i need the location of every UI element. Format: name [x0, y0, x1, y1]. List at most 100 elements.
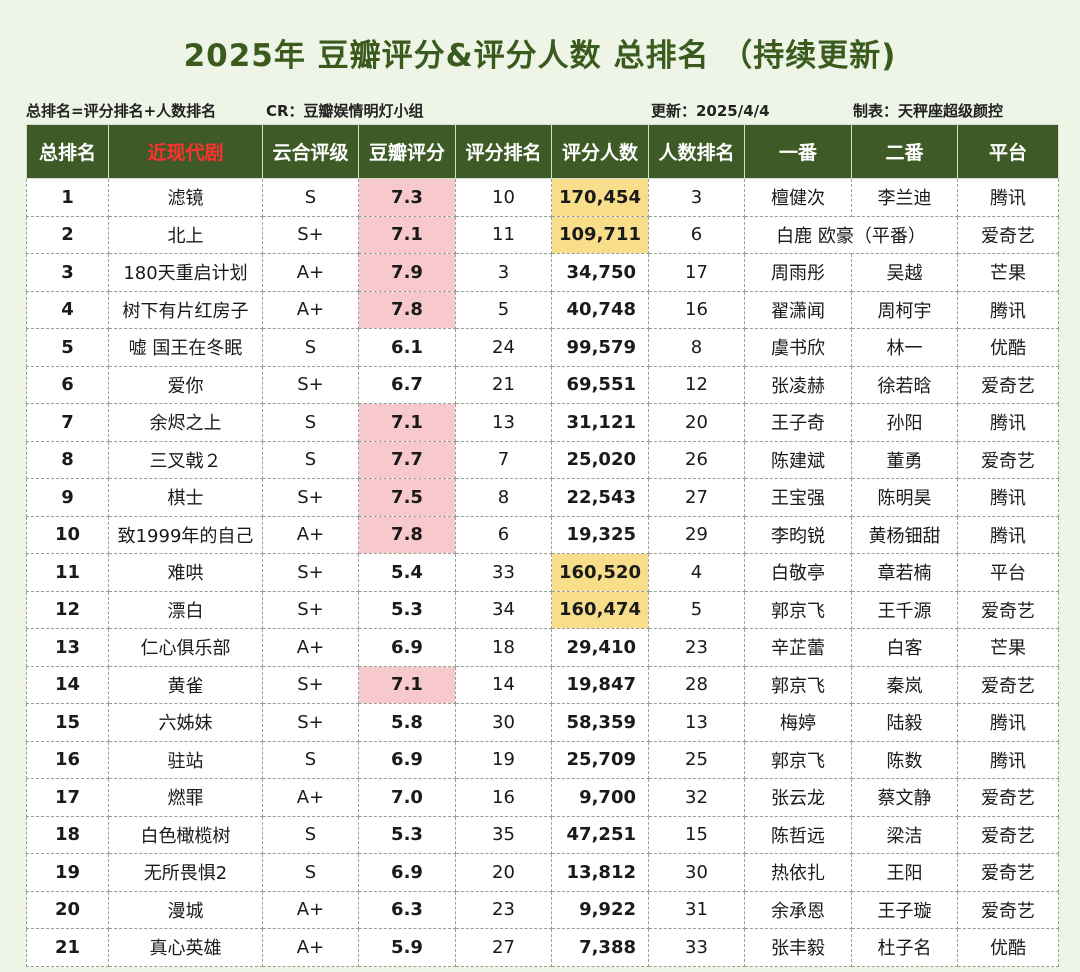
votes-cell: 99,579 [551, 328, 649, 367]
votes-rank-cell: 26 [648, 440, 745, 479]
header-row: 总排名 近现代剧 云合评级 豆瓣评分 评分排名 评分人数 人数排名 一番 二番 … [26, 124, 1059, 179]
votes-rank-cell: 15 [648, 815, 745, 854]
votes-rank-cell: 23 [648, 628, 745, 667]
score-cell: 5.9 [358, 928, 456, 967]
platform-cell: 腾讯 [957, 178, 1059, 217]
ranking-table: 总排名 近现代剧 云合评级 豆瓣评分 评分排名 评分人数 人数排名 一番 二番 … [26, 124, 1059, 967]
votes-cell: 19,325 [551, 515, 649, 554]
title-cell: 六姊妹 [108, 703, 263, 742]
platform-cell: 爱奇艺 [957, 365, 1059, 404]
grade-cell: A+ [262, 890, 359, 929]
grade-cell: S+ [262, 703, 359, 742]
grade-cell: A+ [262, 253, 359, 292]
header-drama-title: 近现代剧 [108, 124, 263, 179]
votes-cell: 25,709 [551, 740, 649, 779]
score-cell: 6.9 [358, 628, 456, 667]
platform-cell: 腾讯 [957, 478, 1059, 517]
votes-cell: 22,543 [551, 478, 649, 517]
score-cell: 5.4 [358, 553, 456, 592]
score-rank-cell: 19 [455, 740, 552, 779]
score-rank-cell: 16 [455, 778, 552, 817]
rank-cell: 19 [26, 853, 109, 892]
table-row: 19 无所畏惧2 S 6.9 20 13,812 30 热依扎 王阳 爱奇艺 [26, 853, 1059, 892]
grade-cell: S+ [262, 590, 359, 629]
score-rank-cell: 27 [455, 928, 552, 967]
header-platform: 平台 [957, 124, 1059, 179]
score-rank-cell: 20 [455, 853, 552, 892]
rank-cell: 17 [26, 778, 109, 817]
grade-cell: A+ [262, 290, 359, 329]
title-cell: 漂白 [108, 590, 263, 629]
rank-cell: 13 [26, 628, 109, 667]
score-cell: 5.8 [358, 703, 456, 742]
platform-cell: 爱奇艺 [957, 590, 1059, 629]
rank-cell: 12 [26, 590, 109, 629]
grade-cell: S+ [262, 553, 359, 592]
title-cell: 余烬之上 [108, 403, 263, 442]
header-douban-score: 豆瓣评分 [358, 124, 456, 179]
grade-cell: S+ [262, 215, 359, 254]
votes-rank-cell: 4 [648, 553, 745, 592]
grade-cell: S [262, 178, 359, 217]
table-row: 16 驻站 S 6.9 19 25,709 25 郭京飞 陈数 腾讯 [26, 740, 1059, 779]
lead-1-cell: 张丰毅 [744, 928, 852, 967]
lead-2-cell: 徐若晗 [851, 365, 958, 404]
grade-cell: A+ [262, 778, 359, 817]
table-row: 2 北上 S+ 7.1 11 109,711 6 白鹿 欧豪（平番） 爱奇艺 [26, 215, 1059, 254]
title-cell: 黄雀 [108, 665, 263, 704]
score-rank-cell: 21 [455, 365, 552, 404]
title-cell: 180天重启计划 [108, 253, 263, 292]
header-total-rank: 总排名 [26, 124, 109, 179]
rank-cell: 9 [26, 478, 109, 517]
rank-cell: 14 [26, 665, 109, 704]
score-cell: 7.7 [358, 440, 456, 479]
lead-1-cell: 余承恩 [744, 890, 852, 929]
lead-1-cell: 檀健次 [744, 178, 852, 217]
rank-cell: 5 [26, 328, 109, 367]
score-cell: 7.1 [358, 215, 456, 254]
rank-cell: 4 [26, 290, 109, 329]
table-row: 6 爱你 S+ 6.7 21 69,551 12 张凌赫 徐若晗 爱奇艺 [26, 365, 1059, 404]
title-cell: 树下有片红房子 [108, 290, 263, 329]
grade-cell: S+ [262, 478, 359, 517]
platform-cell: 腾讯 [957, 290, 1059, 329]
grade-cell: A+ [262, 628, 359, 667]
title-cell: 燃罪 [108, 778, 263, 817]
header-vote-count: 评分人数 [551, 124, 649, 179]
votes-cell: 170,454 [551, 178, 649, 217]
lead-1-cell: 郭京飞 [744, 740, 852, 779]
votes-cell: 7,388 [551, 928, 649, 967]
title-cell: 滤镜 [108, 178, 263, 217]
lead-1-cell: 热依扎 [744, 853, 852, 892]
votes-cell: 31,121 [551, 403, 649, 442]
platform-cell: 腾讯 [957, 515, 1059, 554]
votes-cell: 9,700 [551, 778, 649, 817]
score-rank-cell: 7 [455, 440, 552, 479]
platform-cell: 爱奇艺 [957, 440, 1059, 479]
rank-cell: 7 [26, 403, 109, 442]
page-title: 2025年 豆瓣评分&评分人数 总排名 （持续更新) [183, 38, 897, 74]
title-cell: 三叉戟２ [108, 440, 263, 479]
title-cell: 仁心俱乐部 [108, 628, 263, 667]
rank-cell: 11 [26, 553, 109, 592]
lead-2-cell: 陈明昊 [851, 478, 958, 517]
votes-rank-cell: 17 [648, 253, 745, 292]
votes-cell: 9,922 [551, 890, 649, 929]
rank-cell: 16 [26, 740, 109, 779]
score-rank-cell: 8 [455, 478, 552, 517]
votes-rank-cell: 5 [648, 590, 745, 629]
score-rank-cell: 13 [455, 403, 552, 442]
lead-2-cell: 蔡文静 [851, 778, 958, 817]
score-rank-cell: 10 [455, 178, 552, 217]
score-cell: 7.9 [358, 253, 456, 292]
lead-2-cell: 陆毅 [851, 703, 958, 742]
table-row: 18 白色橄榄树 S 5.3 35 47,251 15 陈哲远 梁洁 爱奇艺 [26, 815, 1059, 854]
votes-cell: 29,410 [551, 628, 649, 667]
table-row: 13 仁心俱乐部 A+ 6.9 18 29,410 23 辛芷蕾 白客 芒果 [26, 628, 1059, 667]
header-grade: 云合评级 [262, 124, 359, 179]
title-cell: 无所畏惧2 [108, 853, 263, 892]
score-cell: 7.1 [358, 665, 456, 704]
votes-rank-cell: 30 [648, 853, 745, 892]
table-row: 3 180天重启计划 A+ 7.9 3 34,750 17 周雨彤 吴越 芒果 [26, 253, 1059, 292]
